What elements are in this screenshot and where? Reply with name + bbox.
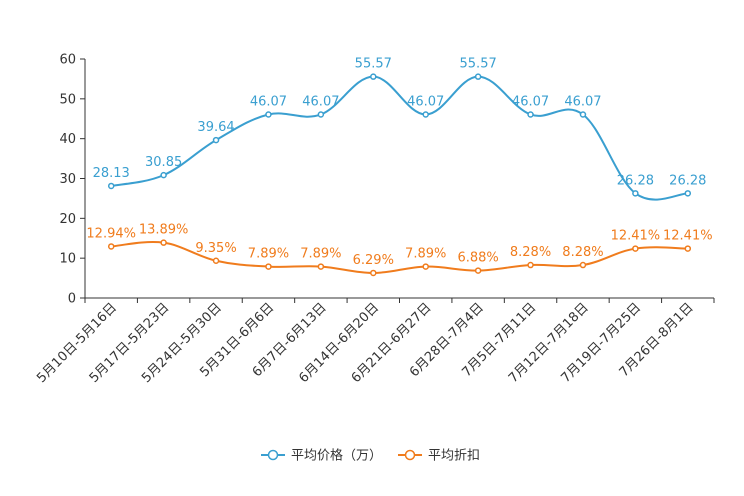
data-label: 55.57 [355,57,392,72]
legend[interactable]: 平均价格（万） 平均折扣 [261,448,480,464]
data-label: 6.29% [353,253,394,268]
y-tick-label: 30 [59,172,76,187]
data-point[interactable] [370,269,377,277]
data-label: 9.35% [195,241,236,256]
data-point[interactable] [422,263,429,270]
data-label: 6.88% [457,251,498,266]
legend-marker-icon [267,449,279,461]
data-point[interactable] [107,243,115,250]
data-point[interactable] [212,257,220,265]
data-point[interactable] [579,111,587,118]
data-point[interactable] [684,245,692,252]
legend-item-avg-discount[interactable]: 平均折扣 [398,449,480,464]
data-point[interactable] [317,263,325,270]
data-label: 46.07 [512,94,549,109]
data-label: 46.07 [564,94,601,109]
data-point[interactable] [107,182,115,190]
y-axis-ticks: 0 10 20 30 40 50 60 [59,53,85,307]
y-tick-label: 20 [59,212,76,227]
data-label: 46.07 [250,94,287,109]
data-label: 13.89% [139,223,189,238]
data-label: 26.28 [617,173,654,188]
data-label: 7.89% [405,247,446,262]
data-point[interactable] [579,261,587,269]
data-label: 7.89% [248,247,289,262]
data-point[interactable] [265,111,272,118]
data-label: 26.28 [669,173,706,188]
data-label: 12.41% [611,229,661,244]
series-layer: 28.13 30.85 39.64 46.07 46.07 55.57 46.07 55.57… [86,57,713,277]
data-point[interactable] [160,171,167,179]
data-label: 12.94% [86,226,136,241]
data-point[interactable] [370,73,377,80]
data-point[interactable] [684,190,692,197]
x-axis-ticks: 5月10日-5月16日5月17日-5月23日5月24日-5月30日5月31日-6… [34,298,715,386]
data-label: 46.07 [302,94,339,109]
series-avg-discount: 12.94% 13.89% 9.35% 7.89% 7.89% 6.29% 7.89% 6.8… [86,223,713,277]
data-label: 46.07 [407,94,444,109]
legend-item-avg-price[interactable]: 平均价格（万） [261,448,382,464]
data-label: 8.28% [562,245,603,260]
series-line [111,241,688,274]
data-point[interactable] [160,239,167,246]
legend-label: 平均折扣 [428,449,480,464]
y-tick-label: 40 [59,132,76,147]
data-point[interactable] [527,111,534,118]
y-tick-label: 50 [59,92,76,107]
data-label: 55.57 [460,57,497,72]
y-tick-label: 10 [59,252,76,267]
data-label: 7.89% [300,247,341,262]
data-label: 28.13 [93,166,130,181]
series-avg-price: 28.13 30.85 39.64 46.07 46.07 55.57 46.07 55.57… [93,57,706,201]
data-point[interactable] [265,263,272,270]
data-point[interactable] [474,73,482,80]
data-point[interactable] [632,245,639,252]
data-point[interactable] [527,261,534,269]
data-point[interactable] [474,267,482,274]
data-point[interactable] [212,136,220,144]
data-point[interactable] [422,111,429,118]
legend-label: 平均价格（万） [291,448,382,464]
data-label: 12.41% [663,229,713,244]
data-label: 39.64 [197,120,234,135]
data-point[interactable] [317,111,325,118]
legend-marker-icon [404,449,416,461]
data-point[interactable] [632,190,639,197]
data-label: 30.85 [145,155,182,170]
y-tick-label: 0 [68,292,76,307]
data-label: 8.28% [510,245,551,260]
y-tick-label: 60 [59,53,76,68]
